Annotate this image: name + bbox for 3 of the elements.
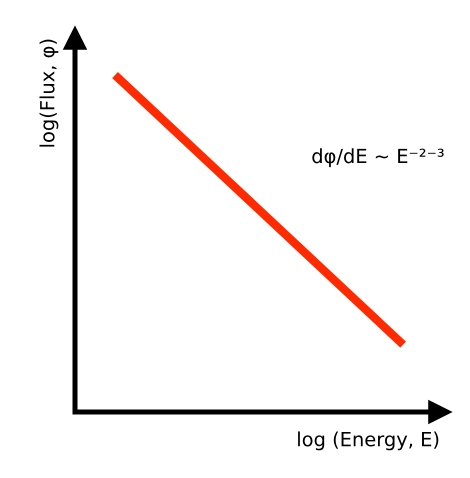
y-axis-title: log(Flux, φ) <box>40 40 58 147</box>
x-axis-title: log (Energy, E) <box>298 431 438 450</box>
annotation: dφ/dE ~ E⁻²⁻³ <box>312 148 444 168</box>
